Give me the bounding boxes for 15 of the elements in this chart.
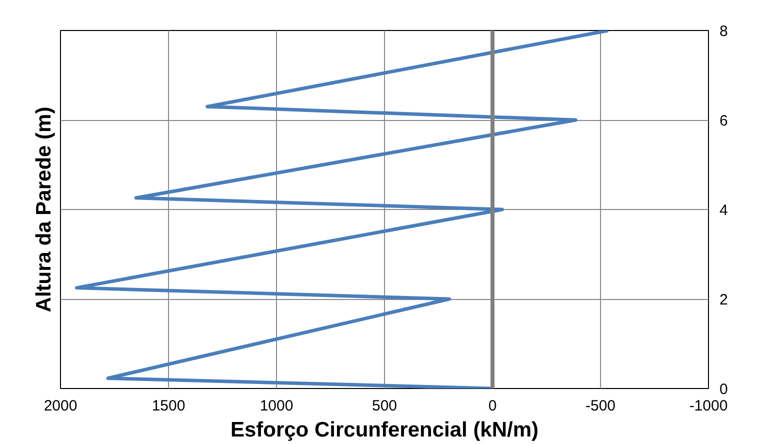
x-tick-label: 500 (372, 398, 398, 414)
y-axis-title: Altura da Parede (m) (32, 106, 56, 312)
y-tick-label: 4 (720, 202, 728, 219)
x-axis-title: Esforço Circunferencial (kN/m) (230, 418, 539, 442)
x-tick-label: 0 (488, 398, 497, 414)
y-tick-label: 0 (720, 381, 728, 398)
y-tick-label: 8 (720, 23, 728, 40)
x-tick-label: -1000 (689, 398, 728, 414)
x-tick-label: 1500 (152, 398, 186, 414)
x-tick-label: 2000 (44, 398, 78, 414)
x-tick-label: 1000 (260, 398, 294, 414)
line-series (74, 30, 610, 388)
x-tick-label: -500 (585, 398, 616, 414)
y-tick-label: 6 (720, 112, 728, 130)
y-tick-label: 2 (720, 292, 728, 308)
